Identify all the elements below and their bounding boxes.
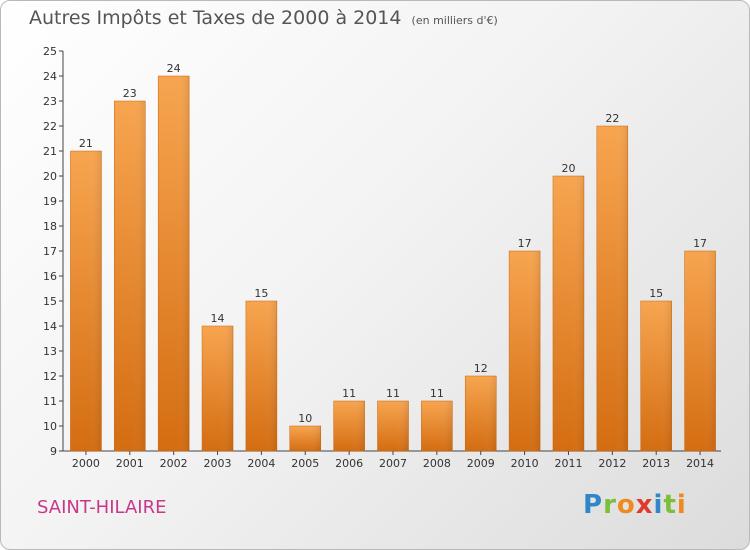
x-tick-label-2007: 2007: [379, 457, 407, 470]
chart-title-text: Autres Impôts et Taxes de 2000 à 2014: [29, 7, 402, 29]
x-tick-label-2010: 2010: [511, 457, 539, 470]
y-tick-label: 18: [43, 220, 57, 233]
logo-letter: o: [616, 490, 636, 520]
value-label-2012: 22: [605, 112, 619, 125]
city-name: SAINT-HILAIRE: [37, 497, 167, 518]
x-tick-label-2001: 2001: [116, 457, 144, 470]
y-tick-label: 22: [43, 120, 57, 133]
value-label-2008: 11: [430, 387, 444, 400]
value-label-2004: 15: [254, 287, 268, 300]
bar-shade-2009: [465, 376, 497, 451]
x-tick-label-2009: 2009: [467, 457, 495, 470]
y-tick-label: 17: [43, 245, 57, 258]
bar-shade-2006: [333, 401, 365, 451]
y-tick-label: 11: [43, 395, 57, 408]
bar-shade-2012: [596, 126, 628, 451]
value-label-2014: 17: [693, 237, 707, 250]
chart-title: Autres Impôts et Taxes de 2000 à 2014 (e…: [29, 7, 498, 29]
logo-letter: i: [653, 490, 664, 520]
logo-letter: r: [603, 490, 617, 520]
y-tick-label: 13: [43, 345, 57, 358]
value-label-2000: 21: [79, 137, 93, 150]
x-tick-label-2000: 2000: [72, 457, 100, 470]
y-tick-label: 12: [43, 370, 57, 383]
value-label-2005: 10: [298, 412, 312, 425]
value-label-2010: 17: [518, 237, 532, 250]
bar-shade-2008: [421, 401, 453, 451]
bar-shade-2002: [158, 76, 190, 451]
x-tick-label-2012: 2012: [598, 457, 626, 470]
logo-letter: P: [583, 490, 604, 520]
value-label-2011: 20: [561, 162, 575, 175]
bar-shade-2004: [245, 301, 277, 451]
chart-subtitle: (en milliers d'€): [411, 14, 498, 27]
y-tick-label: 19: [43, 195, 57, 208]
x-tick-label-2004: 2004: [247, 457, 275, 470]
logo-letter: i: [676, 490, 687, 520]
bar-layer: 21 23 24 14 15 10 11 11 11 12 17 20 22 15 17: [70, 62, 716, 452]
value-label-2002: 24: [167, 62, 181, 75]
bar-shade-2001: [114, 101, 146, 451]
bar-shade-2013: [640, 301, 672, 451]
value-label-2013: 15: [649, 287, 663, 300]
x-tick-label-2014: 2014: [686, 457, 714, 470]
logo-letter: x: [635, 490, 654, 520]
y-tick-label: 25: [43, 45, 57, 58]
y-tick-label: 23: [43, 95, 57, 108]
y-tick-label: 20: [43, 170, 57, 183]
value-label-2001: 23: [123, 87, 137, 100]
value-label-2006: 11: [342, 387, 356, 400]
value-label-2003: 14: [211, 312, 225, 325]
bar-shade-2011: [552, 176, 584, 451]
x-tick-label-2013: 2013: [642, 457, 670, 470]
bar-shade-2003: [202, 326, 234, 451]
bar-shade-2005: [289, 426, 321, 451]
x-tick-label-2008: 2008: [423, 457, 451, 470]
y-tick-label: 10: [43, 420, 57, 433]
x-tick-label-2005: 2005: [291, 457, 319, 470]
proxiti-logo[interactable]: Proxiti: [583, 490, 687, 520]
y-tick-label: 9: [50, 445, 57, 458]
logo-letter: t: [663, 490, 677, 520]
bar-shade-2014: [684, 251, 716, 451]
y-tick-label: 24: [43, 70, 57, 83]
y-tick-label: 15: [43, 295, 57, 308]
y-tick-label: 16: [43, 270, 57, 283]
value-label-2009: 12: [474, 362, 488, 375]
bar-shade-2000: [70, 151, 102, 451]
x-tick-label-2006: 2006: [335, 457, 363, 470]
value-label-2007: 11: [386, 387, 400, 400]
y-tick-label: 14: [43, 320, 57, 333]
x-tick-label-2011: 2011: [554, 457, 582, 470]
x-tick-label-2003: 2003: [204, 457, 232, 470]
x-tick-label-2002: 2002: [160, 457, 188, 470]
bar-shade-2007: [377, 401, 409, 451]
y-tick-label: 21: [43, 145, 57, 158]
bar-shade-2010: [509, 251, 541, 451]
